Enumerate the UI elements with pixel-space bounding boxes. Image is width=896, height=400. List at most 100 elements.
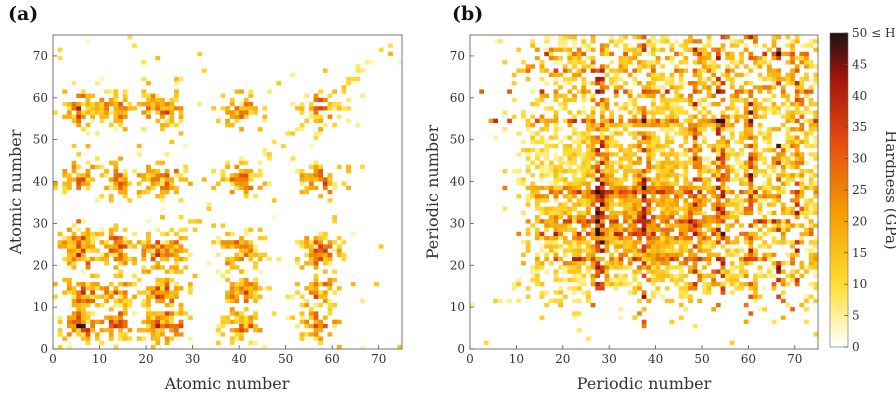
heatmap-cell [637, 51, 642, 57]
heatmap-cell [702, 219, 707, 224]
heatmap-cell [766, 173, 772, 178]
heatmap-cell [239, 286, 244, 291]
heatmap-cell [599, 139, 605, 145]
heatmap-cell [641, 189, 647, 195]
heatmap-cell [553, 97, 559, 103]
heatmap-cell [150, 311, 156, 316]
heatmap-cell [697, 118, 703, 124]
heatmap-cell [253, 110, 258, 115]
heatmap-cell [771, 156, 777, 161]
heatmap-cell [799, 223, 805, 228]
heatmap-cell [66, 227, 72, 232]
heatmap-cell [581, 135, 587, 140]
heatmap-cell [655, 89, 661, 94]
heatmap-cell [706, 198, 712, 203]
heatmap-cell [66, 240, 72, 245]
heatmap-cell [562, 47, 568, 52]
heatmap-cell [655, 198, 661, 203]
heatmap-cell [243, 168, 249, 174]
heatmap-cell [599, 143, 605, 149]
heatmap-cell [762, 219, 768, 224]
heatmap-cell [804, 185, 809, 191]
heatmap-cell [169, 227, 175, 232]
heatmap-cell [660, 47, 666, 52]
heatmap-cell [155, 315, 161, 320]
heatmap-cell [729, 148, 735, 153]
heatmap-cell [108, 336, 114, 341]
heatmap-cell [655, 185, 661, 191]
heatmap-cell [641, 231, 647, 237]
heatmap-cell [669, 173, 675, 178]
heatmap-cell [780, 168, 786, 174]
heatmap-cell [521, 261, 526, 266]
heatmap-cell [637, 206, 642, 211]
heatmap-cell [743, 177, 749, 182]
heatmap-cell [599, 223, 605, 228]
heatmap-cell [146, 294, 151, 299]
heatmap-cell [627, 261, 633, 266]
heatmap-cell [173, 248, 179, 253]
heatmap-cell [553, 156, 559, 161]
heatmap-cell [599, 215, 605, 220]
heatmap-cell [71, 290, 77, 295]
heatmap-cell [739, 210, 744, 216]
heatmap-cell [715, 206, 721, 211]
heatmap-cell [66, 332, 72, 337]
heatmap-cell [660, 240, 666, 245]
heatmap-cell [122, 114, 128, 119]
heatmap-cell [808, 122, 814, 128]
heatmap-cell [94, 110, 100, 115]
heatmap-cell [660, 122, 666, 128]
heatmap-cell [674, 160, 679, 165]
heatmap-cell [234, 252, 240, 258]
heatmap-cell [299, 189, 305, 195]
heatmap-cell [804, 55, 809, 61]
heatmap-cell [62, 185, 68, 191]
heatmap-cell [729, 248, 735, 253]
heatmap-cell [558, 265, 563, 270]
heatmap-cell [697, 148, 703, 153]
heatmap-cell [562, 43, 568, 48]
heatmap-cell [790, 68, 795, 73]
heatmap-cell [623, 101, 628, 107]
heatmap-cell [604, 139, 610, 145]
heatmap-cell [539, 76, 545, 82]
heatmap-cell [753, 219, 758, 224]
heatmap-cell [743, 282, 749, 287]
heatmap-cell [155, 97, 161, 103]
heatmap-cell [90, 114, 96, 119]
heatmap-cell [164, 189, 170, 195]
heatmap-cell [697, 39, 703, 44]
heatmap-cell [613, 181, 619, 186]
heatmap-cell [516, 68, 522, 73]
heatmap-cell [702, 156, 707, 161]
heatmap-cell [697, 244, 703, 249]
heatmap-cell [655, 122, 661, 128]
heatmap-cell [66, 282, 72, 287]
heatmap-cell [660, 97, 666, 103]
heatmap-cell [757, 85, 763, 90]
x-tick-label: 40 [231, 352, 246, 366]
heatmap-cell [729, 152, 735, 157]
heatmap-cell [155, 319, 161, 325]
heatmap-cell [641, 122, 647, 128]
heatmap-cell [729, 60, 735, 65]
heatmap-cell [525, 294, 531, 299]
heatmap-cell [808, 177, 814, 182]
heatmap-cell [627, 118, 633, 124]
heatmap-cell [71, 328, 77, 333]
heatmap-cell [234, 89, 240, 94]
heatmap-cell [702, 114, 707, 119]
heatmap-cell [669, 256, 675, 262]
heatmap-cell [623, 198, 628, 203]
heatmap-cell [734, 118, 740, 124]
heatmap-cell [683, 231, 689, 237]
heatmap-cell [160, 277, 165, 283]
heatmap-cell [753, 43, 758, 48]
heatmap-cell [539, 185, 545, 191]
heatmap-cell [650, 110, 656, 115]
heatmap-cell [753, 168, 758, 174]
heatmap-cell [609, 152, 614, 157]
heatmap-cell [609, 215, 614, 220]
heatmap-cell [776, 227, 782, 232]
